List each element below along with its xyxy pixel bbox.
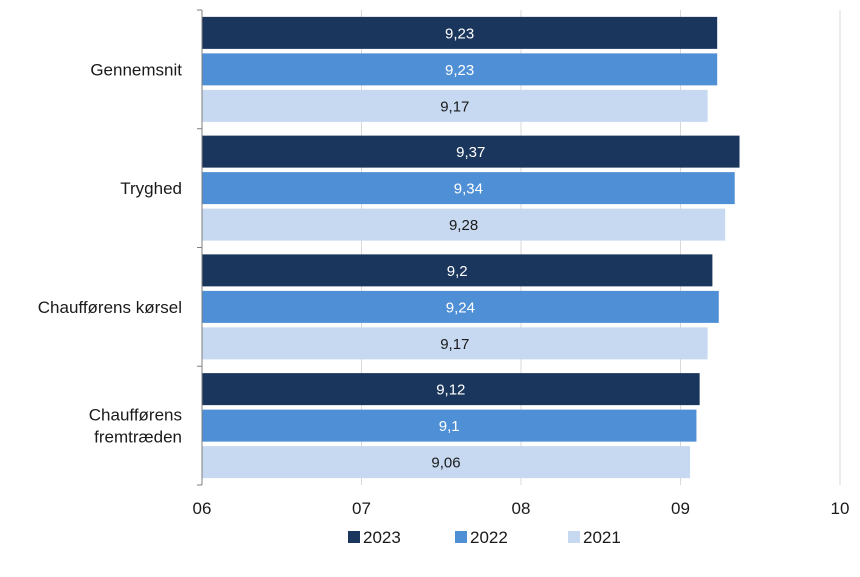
data-label: 9,34 (454, 181, 483, 198)
bar-2021 (202, 208, 726, 241)
category-label: Tryghed (120, 179, 182, 198)
data-label: 9,06 (431, 455, 460, 472)
data-label: 9,1 (439, 418, 460, 435)
legend-swatch (455, 531, 467, 543)
bar-2022 (202, 53, 718, 86)
legend-swatch (568, 531, 580, 543)
bar-2021 (202, 89, 708, 122)
category-label: Chaufførens fremtræden (89, 406, 182, 447)
bar-2022 (202, 172, 735, 205)
bar-2023 (202, 16, 718, 49)
bar-2023 (202, 254, 713, 287)
category-label: Gennemsnit (90, 60, 182, 79)
data-label: 9,24 (446, 299, 475, 316)
bar-2021 (202, 327, 708, 360)
x-tick-label: 10 (831, 499, 850, 518)
category-label: Chaufførens kørsel (38, 298, 182, 317)
bar-2021 (202, 446, 691, 479)
legend-label: 2023 (363, 528, 401, 547)
data-label: 9,28 (449, 217, 478, 234)
data-label: 9,37 (456, 144, 485, 161)
bar-2023 (202, 373, 700, 406)
x-tick-label: 07 (352, 499, 371, 518)
x-tick-label: 08 (512, 499, 531, 518)
data-label: 9,2 (447, 263, 468, 280)
legend-label: 2022 (470, 528, 508, 547)
x-tick-label: 09 (671, 499, 690, 518)
data-label: 9,23 (445, 25, 474, 42)
legend-swatch (348, 531, 360, 543)
bar-2023 (202, 135, 740, 168)
data-label: 9,17 (440, 336, 469, 353)
x-tick-label: 06 (193, 499, 212, 518)
bar-2022 (202, 409, 697, 442)
data-label: 9,12 (436, 382, 465, 399)
legend-label: 2021 (583, 528, 621, 547)
bar-2022 (202, 290, 719, 323)
data-label: 9,17 (440, 98, 469, 115)
data-label: 9,23 (445, 62, 474, 79)
